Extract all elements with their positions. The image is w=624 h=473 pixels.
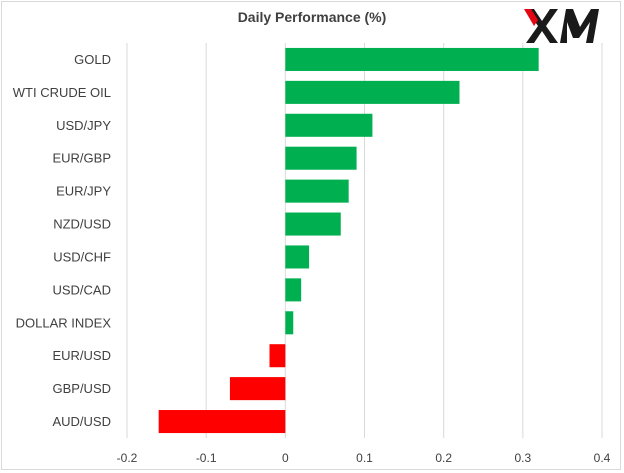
x-tick-label: 0.4 [594,451,611,465]
bar-eur-jpy [285,179,349,203]
bar-gbp-usd [229,377,286,401]
chart-title: Daily Performance (%) [237,9,387,25]
bar-dollar-index [285,311,294,335]
x-tick-label: -0.1 [196,451,217,465]
xm-logo-mark [524,9,599,43]
bars [158,47,539,434]
bar-aud-usd [158,410,286,434]
category-label: USD/JPY [56,118,111,133]
x-tick-label: 0.1 [356,451,373,465]
category-label: WTI CRUDE OIL [13,85,111,100]
bar-wti-crude-oil [285,80,460,104]
x-tick-label: 0.2 [435,451,452,465]
category-label: EUR/GBP [52,151,111,166]
category-label: GBP/USD [52,381,111,396]
category-label: USD/CHF [53,249,111,264]
xm-logo-icon: XM [520,5,599,43]
bar-nzd-usd [285,212,341,236]
bar-usd-jpy [285,113,373,137]
grid-lines [126,43,603,438]
category-labels: GOLD WTI CRUDE OIL USD/JPY EUR/GBP EUR/JPY NZ… [13,52,112,429]
category-label: EUR/JPY [56,184,111,199]
category-label: USD/CAD [52,282,111,297]
bar-usd-cad [285,278,302,302]
category-label: NZD/USD [53,217,111,232]
category-label: AUD/USD [52,414,111,429]
bar-eur-gbp [285,146,357,170]
bar-usd-chf [285,245,310,269]
category-label: GOLD [74,52,111,67]
bar-gold [285,47,539,71]
logo-text: XM [520,5,544,9]
category-label: EUR/USD [52,348,111,363]
x-tick-label: 0 [282,451,289,465]
x-tick-labels: -0.2 -0.1 0 0.1 0.2 0.3 0.4 [117,451,611,465]
x-tick-label: -0.2 [117,451,138,465]
x-tick-label: 0.3 [514,451,531,465]
bar-eur-usd [269,344,286,368]
category-label: DOLLAR INDEX [16,315,112,330]
